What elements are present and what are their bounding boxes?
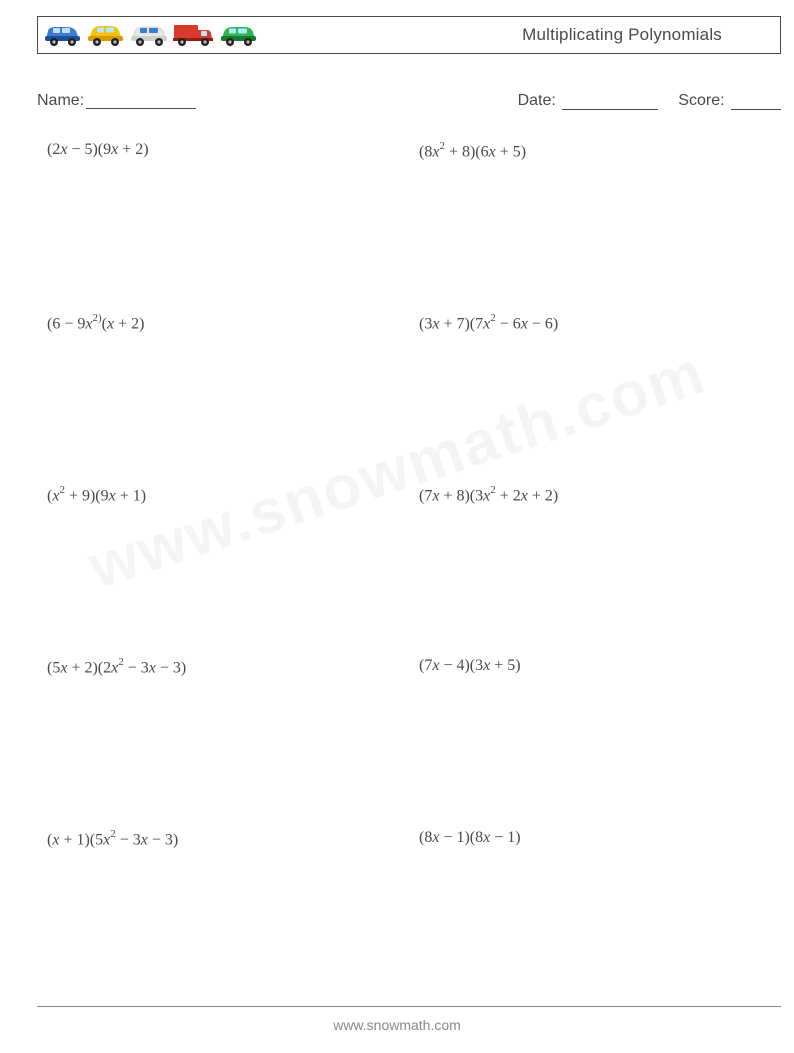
date-blank[interactable] — [562, 93, 658, 110]
problem: (x + 1)(5x2 − 3x − 3) — [37, 823, 409, 849]
car-green-icon — [219, 21, 259, 47]
problem: (6 − 9x2)(x + 2) — [37, 307, 409, 333]
vehicle-icon-row — [43, 21, 259, 47]
problem-row: (x + 1)(5x2 − 3x − 3) (8x − 1)(8x − 1) — [37, 823, 781, 995]
score-blank[interactable] — [731, 93, 781, 110]
car-blue-icon — [43, 21, 83, 47]
problem-row: (x2 + 9)(9x + 1) (7x + 8)(3x2 + 2x + 2) — [37, 479, 781, 651]
problems-grid: (2x − 5)(9x + 2) (8x2 + 8)(6x + 5) (6 − … — [37, 135, 781, 995]
problem-row: (2x − 5)(9x + 2) (8x2 + 8)(6x + 5) — [37, 135, 781, 307]
spacer — [196, 92, 517, 110]
score-label: Score: — [678, 92, 724, 109]
header-box: Multiplicating Polynomials — [37, 16, 781, 54]
problem: (8x2 + 8)(6x + 5) — [409, 135, 781, 161]
truck-red-icon — [172, 21, 216, 47]
car-white-icon — [129, 21, 169, 47]
problem: (2x − 5)(9x + 2) — [37, 135, 409, 159]
footer-url: www.snowmath.com — [0, 1017, 794, 1033]
name-label: Name: — [37, 92, 84, 110]
problem: (7x − 4)(3x + 5) — [409, 651, 781, 675]
car-yellow-icon — [86, 21, 126, 47]
problem: (x2 + 9)(9x + 1) — [37, 479, 409, 505]
footer-divider — [37, 1006, 781, 1007]
problem-row: (6 − 9x2)(x + 2) (3x + 7)(7x2 − 6x − 6) — [37, 307, 781, 479]
date-label: Date: — [518, 92, 556, 109]
problem-row: (5x + 2)(2x2 − 3x − 3) (7x − 4)(3x + 5) — [37, 651, 781, 823]
meta-row: Name: Date: Score: — [37, 92, 781, 110]
worksheet-title: Multiplicating Polynomials — [522, 25, 722, 45]
worksheet-page: www.snowmath.com — [0, 0, 794, 1053]
name-blank[interactable] — [86, 92, 196, 109]
score-block: Score: — [678, 92, 781, 110]
problem: (8x − 1)(8x − 1) — [409, 823, 781, 847]
problem: (5x + 2)(2x2 − 3x − 3) — [37, 651, 409, 677]
date-block: Date: — [518, 92, 659, 110]
problem: (7x + 8)(3x2 + 2x + 2) — [409, 479, 781, 505]
problem: (3x + 7)(7x2 − 6x − 6) — [409, 307, 781, 333]
